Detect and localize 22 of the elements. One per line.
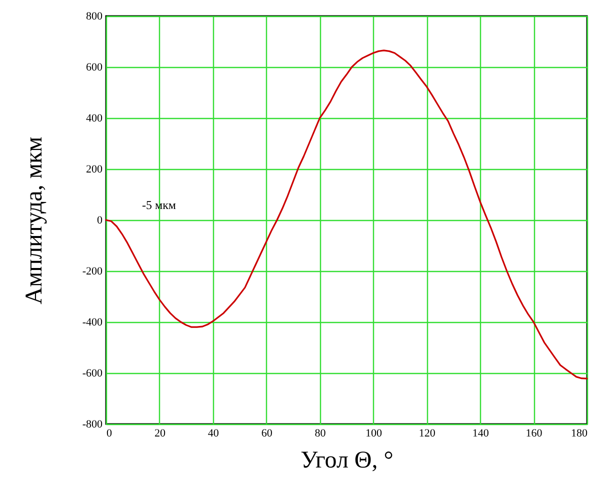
x-tick-label: 140 [472,428,490,440]
x-tick-label: 80 [314,428,326,440]
x-tick-label: 100 [365,428,382,440]
y-axis-title: Амплитуда, мкм [21,136,48,304]
y-tick-label: 0 [97,214,103,226]
x-tick-label: 160 [526,428,543,440]
y-tick-label: 400 [86,112,103,124]
line-series [105,50,588,380]
y-tick-label: -400 [82,316,103,328]
y-tick-label: 600 [86,62,103,74]
x-tick-label: 40 [208,428,220,440]
y-tick-label: -800 [82,418,103,430]
x-axis-title: Угол Θ, ° [300,448,394,474]
x-tick-label: 120 [418,428,436,440]
y-tick-label: -600 [82,368,103,380]
y-tick-label: -200 [82,266,103,278]
x-tick-label: 60 [261,428,273,440]
x-tick-label: 180 [571,428,588,440]
x-tick-label: 20 [154,428,166,440]
y-tick-label: 800 [86,10,103,22]
x-tick-label: 0 [106,428,112,440]
y-tick-label: 200 [86,164,103,176]
